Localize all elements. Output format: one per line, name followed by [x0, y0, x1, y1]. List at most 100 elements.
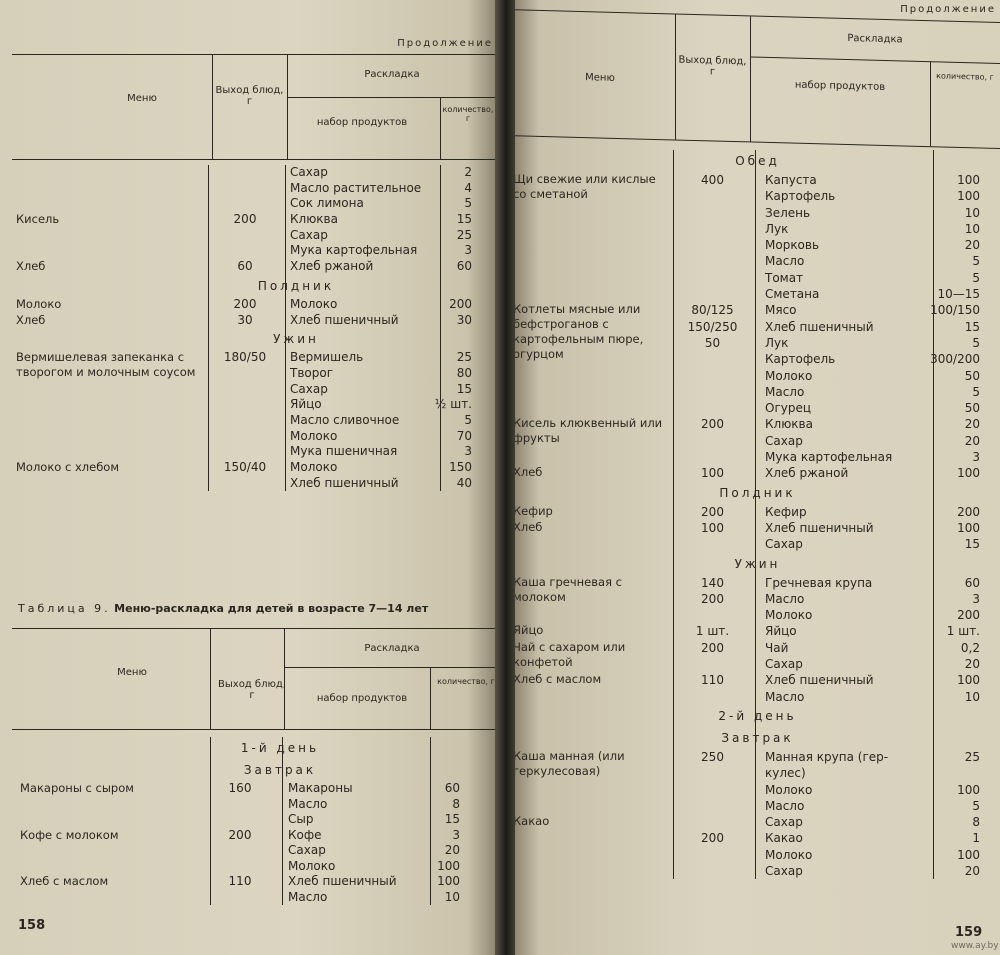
table-row: Каша гречневая с молоком 140 Гречневая кру…: [515, 575, 1000, 604]
cell-product: Сахар: [765, 657, 803, 672]
header-yield: Выход блюд, г: [215, 85, 284, 107]
cell-qty: 5: [972, 384, 980, 399]
cell-qty: 80: [456, 365, 472, 380]
cell-yield: 200: [228, 827, 252, 842]
table-label: Таблица 9.: [18, 602, 111, 615]
cell-yield: 400: [701, 173, 724, 187]
table-row: Хлеб 100 Хлеб пшеничный 100: [515, 520, 1000, 536]
cell-qty: 20: [964, 433, 980, 448]
cell-yield: 200: [701, 504, 724, 519]
cell-qty: 100: [957, 173, 980, 187]
cell-yield: 150/40: [223, 460, 267, 474]
cell-qty: 5: [972, 335, 980, 350]
book-gutter: [495, 0, 517, 955]
cell-product: Масло: [765, 254, 805, 269]
cell-yield: 100: [701, 520, 724, 535]
cell-product: Хлеб пшеничный: [765, 520, 874, 535]
table-row: Картофель 100: [515, 188, 1000, 204]
cell-product: Картофель: [765, 352, 836, 367]
cell-yield: 200: [233, 296, 257, 311]
header-yield: Выход блюд, г: [218, 679, 286, 701]
page-number: 158: [18, 918, 46, 933]
cell-qty: 3: [972, 591, 980, 606]
continuation-label: Продолжение: [397, 38, 493, 49]
cell-qty: 20: [964, 417, 980, 432]
cell-menu: Хлеб: [515, 519, 543, 534]
cell-qty: 100: [437, 874, 460, 888]
table-row: Хлеб пшеничный 40: [0, 476, 497, 492]
cell-qty: 15: [964, 537, 980, 552]
table-row: Молоко 70: [0, 429, 497, 445]
section-heading: Ужин: [734, 556, 781, 571]
table-row: Кисель 200 Клюква 15: [0, 212, 497, 228]
cell-qty: 5: [464, 412, 472, 427]
cell-qty: 25: [456, 350, 472, 365]
cell-yield: 110: [701, 673, 724, 688]
table-row: Вермишелевая запеканка с творогом и моло…: [0, 350, 497, 379]
cell-product: Лук: [765, 335, 789, 350]
cell-qty: 200: [449, 296, 472, 311]
cell-yield: 110: [228, 874, 252, 888]
cell-product: Макароны: [288, 781, 353, 795]
cell-product: Клюква: [765, 417, 813, 432]
cell-qty: 15: [964, 319, 980, 334]
cell-qty: 200: [957, 504, 980, 519]
cell-product: Хлеб пшеничный: [765, 319, 874, 334]
cell-qty: 20: [964, 863, 980, 878]
cell-menu: Яйцо: [515, 623, 544, 638]
column-rule: [755, 150, 756, 879]
cell-qty: 15: [456, 212, 472, 227]
cell-qty: 70: [456, 428, 472, 443]
table-row: 150/250 Хлеб пшеничный 15: [515, 319, 1000, 335]
cell-product: Сахар: [290, 227, 328, 242]
table-row: 200 Какао 1: [515, 830, 1000, 846]
cell-qty: 4: [464, 180, 472, 195]
table-row: Мука пшеничная 3: [0, 444, 497, 460]
cell-product: Молоко: [288, 858, 336, 873]
table-row: Яйцо 1 шт. Яйцо 1 шт.: [515, 623, 1000, 639]
cell-product: Масло растительное: [290, 180, 422, 195]
header-layout: Раскладка: [364, 69, 420, 80]
cell-menu: Вермишелевая запеканка с творогом и моло…: [16, 350, 196, 380]
table-row: Творог 80: [0, 366, 497, 382]
cell-product: Масло: [765, 384, 805, 399]
table-row: Какао Сахар 8: [515, 814, 1000, 830]
table-row: Сахар 20: [0, 843, 497, 859]
cell-menu: Котлеты мясные или бефстроганов с картоф…: [515, 302, 644, 362]
table-row: Хлеб с маслом 110 Хлеб пшеничный 100: [515, 672, 1000, 688]
cell-qty: 10: [444, 889, 460, 904]
table-row: Мука картофельная 3: [515, 449, 1000, 465]
table9-body: 1-й день Завтрак Макароны с сыром 160 Макаро…: [0, 737, 497, 905]
table-row: Макароны с сыром 160 Макароны 60: [0, 781, 497, 797]
cell-product: Творог: [290, 365, 334, 380]
cell-product: Сметана: [765, 287, 820, 302]
table-row: Масло 8: [0, 797, 497, 813]
cell-qty: 50: [964, 368, 980, 383]
table-row: Хлеб 60 Хлеб ржаной 60: [0, 259, 497, 275]
table-row: Лук 10: [515, 221, 1000, 237]
table-row: Сахар 15: [0, 382, 497, 398]
cell-qty: 5: [972, 270, 980, 285]
cell-product: Яйцо: [290, 397, 322, 412]
cell-product: Молоко: [290, 296, 338, 311]
cell-product: Лук: [765, 221, 789, 236]
cell-menu: Хлеб с маслом: [20, 874, 109, 888]
page-number: 159: [955, 925, 983, 940]
cell-product: Сахар: [288, 843, 326, 857]
cell-product: Масло сливочное: [290, 412, 400, 427]
cell-product: Молоко: [765, 608, 813, 623]
cell-product: Масло: [765, 689, 805, 704]
cell-qty: 150: [449, 460, 472, 474]
cell-qty: 25: [964, 749, 980, 764]
table-header: Меню Выход блюд, г Раскладка набор проду…: [12, 54, 497, 160]
section-heading: Завтрак: [243, 763, 317, 777]
cell-menu: Каша гречневая с молоком: [515, 574, 622, 604]
cell-yield: 200: [701, 417, 724, 432]
cell-product: Мясо: [765, 303, 797, 318]
column-rule: [933, 150, 934, 879]
cell-qty: 3: [972, 450, 980, 465]
cell-product: Зелень: [765, 205, 811, 220]
cell-product: Какао: [765, 831, 803, 846]
cell-yield: 60: [237, 259, 253, 274]
cell-qty: 300/200: [930, 352, 980, 367]
